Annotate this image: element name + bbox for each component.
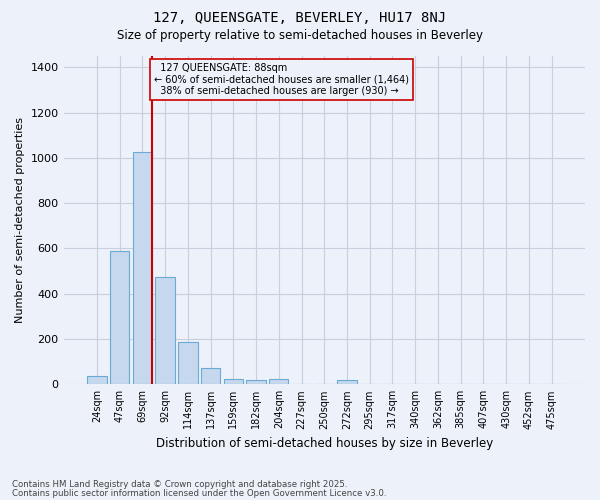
Bar — [178, 342, 197, 384]
X-axis label: Distribution of semi-detached houses by size in Beverley: Distribution of semi-detached houses by … — [155, 437, 493, 450]
Bar — [133, 152, 152, 384]
Text: 127, QUEENSGATE, BEVERLEY, HU17 8NJ: 127, QUEENSGATE, BEVERLEY, HU17 8NJ — [154, 11, 446, 25]
Bar — [224, 378, 243, 384]
Text: Size of property relative to semi-detached houses in Beverley: Size of property relative to semi-detach… — [117, 29, 483, 42]
Text: Contains HM Land Registry data © Crown copyright and database right 2025.: Contains HM Land Registry data © Crown c… — [12, 480, 347, 489]
Bar — [87, 376, 107, 384]
Text: Contains public sector information licensed under the Open Government Licence v3: Contains public sector information licen… — [12, 489, 386, 498]
Bar — [247, 380, 266, 384]
Bar — [269, 378, 289, 384]
Text: 127 QUEENSGATE: 88sqm
← 60% of semi-detached houses are smaller (1,464)
  38% of: 127 QUEENSGATE: 88sqm ← 60% of semi-deta… — [154, 63, 409, 96]
Bar — [155, 277, 175, 384]
Bar — [201, 368, 220, 384]
Bar — [337, 380, 356, 384]
Y-axis label: Number of semi-detached properties: Number of semi-detached properties — [15, 117, 25, 323]
Bar — [110, 250, 130, 384]
